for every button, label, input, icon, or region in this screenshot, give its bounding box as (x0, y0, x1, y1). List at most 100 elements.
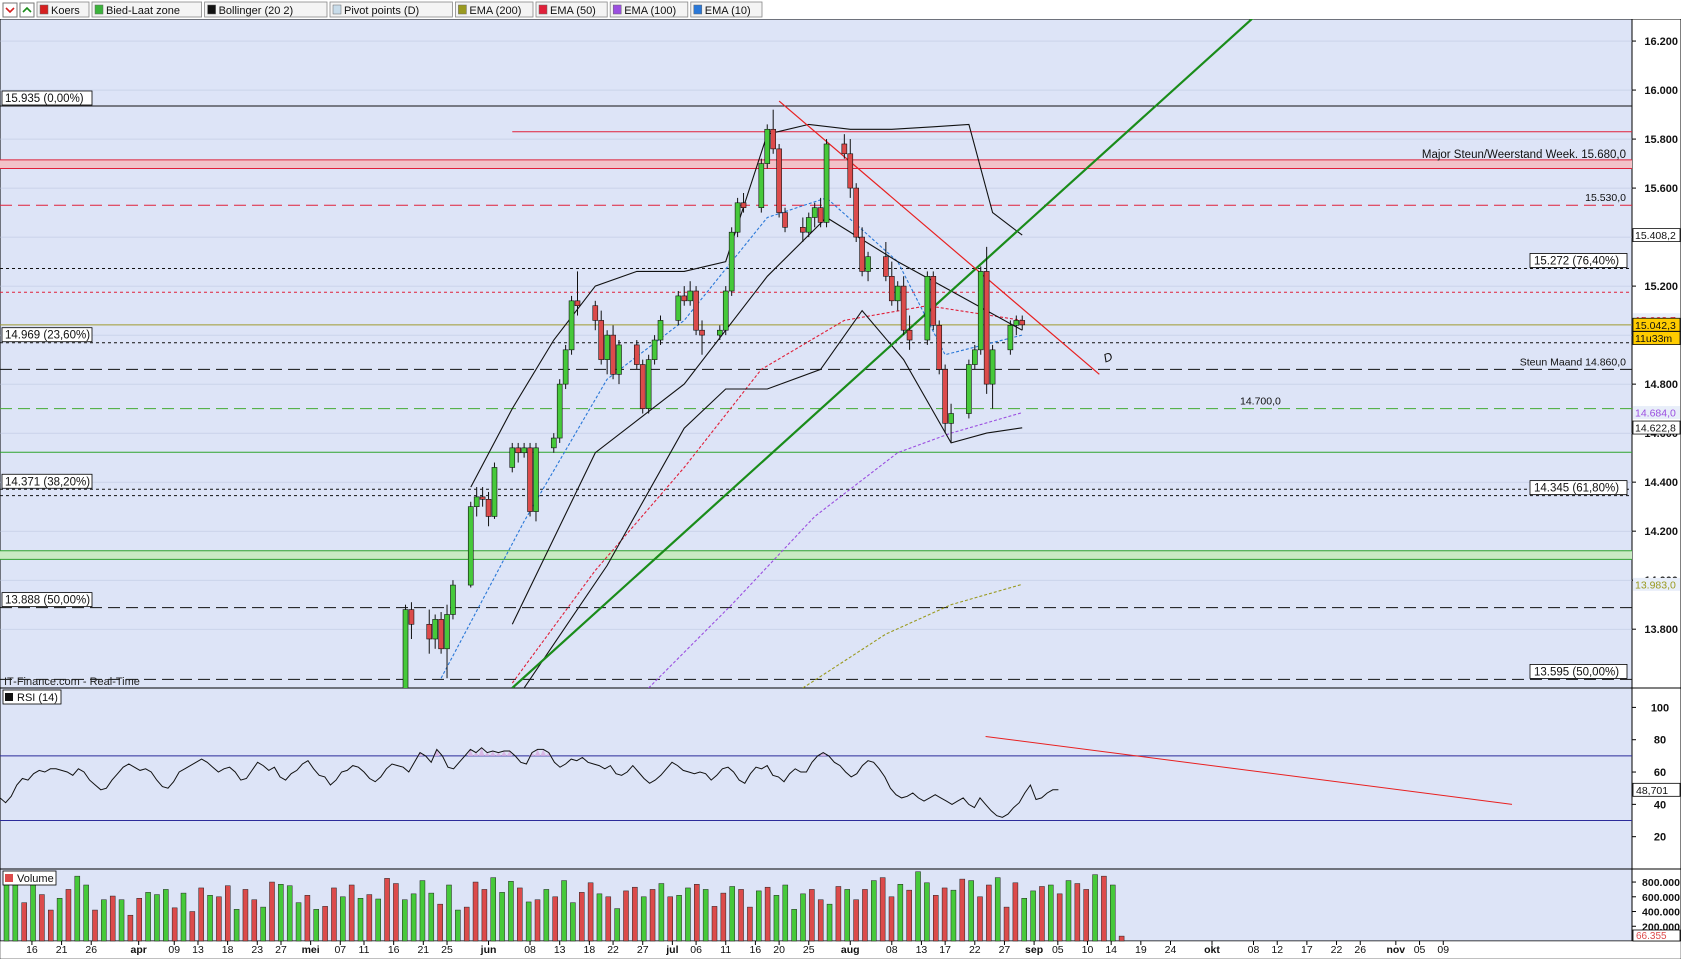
fib-label-text: 13.888 (50,00%) (5, 595, 90, 607)
volume-bar (225, 885, 231, 942)
x-tick-label: 24 (1165, 944, 1177, 956)
legend-item-label: Bied-Laat zone (106, 5, 180, 17)
volume-tick-label: 800.000 (1642, 877, 1680, 889)
candle-body (521, 447, 527, 454)
candle-body (971, 349, 978, 365)
legend-item-box (36, 1, 90, 18)
volume-bar (419, 880, 426, 942)
rsi-label-text: RSI (14) (17, 692, 58, 704)
legend-item[interactable]: EMA (10) (690, 1, 763, 18)
volume-bar (340, 896, 346, 942)
x-tick-label: 18 (222, 944, 234, 956)
fib-label-box (1529, 253, 1628, 268)
volume-bar (915, 871, 921, 942)
x-tick-label: 16 (388, 944, 400, 956)
legend-item-label: EMA (50) (550, 5, 596, 17)
volume-bar (30, 883, 36, 942)
x-tick-label: 13 (554, 944, 566, 956)
price-panel[interactable]: 13.80014.00014.20014.40014.60014.80015.0… (0, 0, 1681, 717)
candle-body (651, 339, 658, 360)
volume-bar (906, 889, 912, 942)
fib-label-box (1, 327, 93, 343)
candle-body (859, 236, 865, 272)
candle-body (717, 329, 723, 336)
candle-body (473, 496, 480, 507)
volume-value-text: 66.355 (1636, 931, 1667, 942)
volume-bar (977, 896, 983, 942)
legend-item-label: Koers (51, 5, 80, 17)
price-tag: 14.622,8 (1632, 420, 1681, 435)
x-tick-label: 08 (886, 944, 898, 956)
candle-body (675, 295, 682, 321)
price-tick-label: 15.600 (1644, 183, 1678, 195)
volume-bar (941, 887, 948, 942)
candle-body (556, 383, 563, 439)
watermark: IT-Finance.com - Real-Time (4, 676, 140, 688)
overlay-ema-100- (648, 412, 1023, 688)
fib-label-text: 15.272 (76,40%) (1534, 255, 1619, 267)
candle-body (740, 202, 747, 208)
volume-bar (587, 882, 594, 942)
volume-bar (720, 892, 727, 942)
volume-bar (472, 881, 479, 942)
volume-bar (685, 887, 691, 942)
volume-bar (1012, 882, 1019, 942)
legend-item[interactable]: Bied-Laat zone (91, 1, 202, 18)
volume-bar (375, 898, 381, 942)
candle-body (1007, 325, 1014, 351)
zoom-out-button[interactable] (2, 2, 18, 18)
price-plot-area (0, 19, 1632, 688)
volume-bar (826, 903, 833, 942)
volume-bar (579, 892, 585, 942)
candle-body (444, 614, 450, 650)
candle-body (527, 447, 533, 512)
legend-swatch (207, 4, 216, 15)
volume-bar (3, 880, 10, 942)
price-tag-text: 15.408,2 (1635, 230, 1676, 242)
price-tag-text: 14.684,0 (1635, 408, 1676, 420)
candle-body (509, 447, 516, 468)
candle-body (805, 217, 812, 233)
legend-item[interactable]: EMA (100) (609, 1, 689, 18)
x-tick-label: 05 (1052, 944, 1064, 956)
legend-item-label: Pivot points (D) (344, 5, 419, 17)
volume-bar (1118, 935, 1125, 942)
volume-swatch (5, 874, 13, 882)
x-tick-label: 25 (803, 944, 815, 956)
legend-swatch (94, 4, 104, 15)
volume-bar (1021, 898, 1027, 942)
candle-body (865, 256, 871, 272)
x-tick-label: 11 (359, 944, 370, 956)
legend-item[interactable]: Koers (36, 1, 90, 18)
zoom-in-button[interactable] (19, 2, 35, 18)
legend-item[interactable]: Pivot points (D) (329, 1, 453, 18)
x-tick-label: 17 (939, 944, 951, 956)
rsi-label-box (2, 689, 62, 705)
volume-bar (251, 899, 258, 942)
zoom-in-box (19, 2, 35, 18)
candle-body (722, 290, 729, 331)
x-tick-label: 12 (1271, 944, 1283, 956)
x-tick-label: jul (665, 944, 678, 956)
legend-item[interactable]: EMA (50) (535, 1, 608, 18)
volume-bar (773, 895, 780, 942)
volume-bar (118, 899, 125, 942)
volume-bar (171, 907, 178, 942)
legend-item[interactable]: EMA (200) (454, 1, 534, 18)
x-tick-label: 13 (916, 944, 928, 956)
volume-bar (313, 909, 319, 942)
sr-zone (0, 159, 1632, 169)
rsi-panel[interactable]: 20 40 60 80 100 RSI (14) 48,701 (0, 689, 1681, 844)
volume-label-box (2, 870, 57, 886)
legend-item[interactable]: Bollinger (20 2) (204, 1, 328, 18)
candle-body (479, 496, 486, 500)
fib-label-text: 14.969 (23,60%) (5, 330, 90, 342)
volume-bar (446, 884, 452, 942)
volume-bar (92, 909, 98, 942)
volume-bar (640, 896, 647, 942)
candle-body (604, 334, 610, 360)
volume-bar (702, 889, 709, 942)
volume-bar (322, 906, 328, 942)
x-tick-label: 05 (1414, 944, 1426, 956)
